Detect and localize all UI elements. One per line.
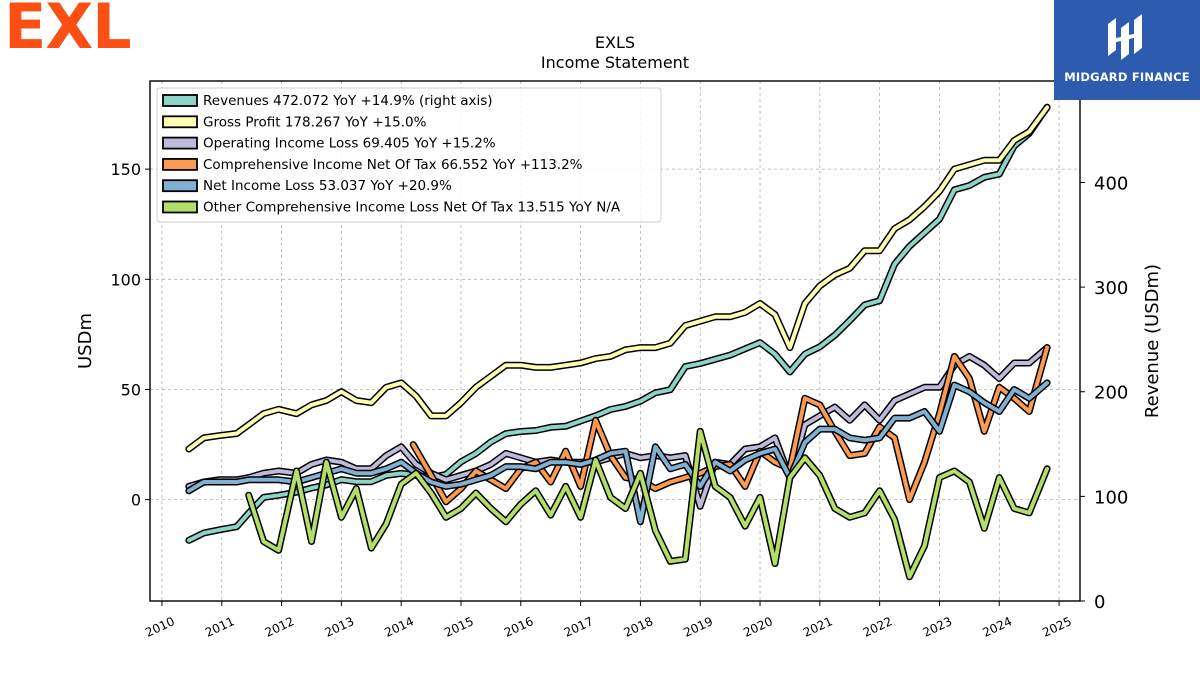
legend-swatch bbox=[162, 94, 198, 107]
midgard-finance-badge: MIDGARD FINANCE bbox=[1054, 0, 1200, 100]
series-line bbox=[246, 429, 1050, 579]
series-line bbox=[186, 380, 1050, 524]
y-tick-label-left: 100 bbox=[110, 270, 141, 289]
x-tick-label: 2016 bbox=[502, 614, 536, 640]
legend-box bbox=[156, 87, 662, 223]
legend-entry: Gross Profit 178.267 YoY +15.0% bbox=[203, 114, 427, 130]
chart-title: EXLS bbox=[595, 33, 635, 52]
x-tick-label: 2022 bbox=[861, 614, 895, 640]
legend-swatch bbox=[162, 179, 198, 193]
x-tick-label: 2012 bbox=[263, 614, 297, 640]
y-axis-label-left: USDm bbox=[75, 313, 96, 369]
x-tick-label: 2024 bbox=[980, 614, 1014, 640]
legend-swatch bbox=[162, 136, 198, 150]
legend-entry: Revenues 472.072 YoY +14.9% (right axis) bbox=[203, 93, 493, 109]
series-lines bbox=[185, 103, 1051, 581]
midgard-logo-icon bbox=[1108, 14, 1142, 60]
x-tick-label: 2019 bbox=[681, 614, 715, 640]
midgard-finance-name: MIDGARD FINANCE bbox=[1064, 70, 1190, 84]
series-line bbox=[411, 345, 1050, 504]
legend-swatch bbox=[162, 200, 198, 214]
x-tick-label: 2023 bbox=[921, 614, 955, 640]
chart-legend: Revenues 472.072 YoY +14.9% (right axis)… bbox=[156, 87, 662, 223]
legend-swatch bbox=[162, 115, 198, 129]
x-tick-label: 2013 bbox=[323, 614, 357, 640]
legend-swatch bbox=[162, 157, 198, 171]
y-tick-label-right: 0 bbox=[1094, 592, 1105, 613]
y-tick-label-left: 0 bbox=[131, 491, 141, 510]
y-tick-label-right: 100 bbox=[1094, 487, 1128, 508]
y-tick-label-left: 150 bbox=[110, 160, 141, 179]
y-tick-label-right: 300 bbox=[1094, 278, 1128, 299]
y-tick-label-right: 400 bbox=[1094, 173, 1128, 194]
x-tick-label: 2010 bbox=[143, 614, 177, 640]
series-line bbox=[186, 105, 1050, 451]
legend-entry: Net Income Loss 53.037 YoY +20.9% bbox=[203, 178, 452, 194]
x-tick-label: 2021 bbox=[801, 614, 835, 640]
x-tick-label: 2011 bbox=[203, 614, 237, 640]
x-tick-label: 2015 bbox=[442, 614, 476, 640]
x-tick-label: 2014 bbox=[382, 614, 416, 640]
exl-logo: EXL bbox=[4, 0, 132, 63]
legend-entry: Operating Income Loss 69.405 YoY +15.2% bbox=[203, 136, 496, 152]
x-tick-label: 2020 bbox=[741, 614, 775, 640]
x-tick-label: 2025 bbox=[1040, 614, 1074, 640]
y-axis-label-right: Revenue (USDm) bbox=[1142, 264, 1163, 418]
y-tick-label-left: 50 bbox=[121, 380, 141, 399]
y-tick-label-right: 200 bbox=[1094, 383, 1128, 404]
legend-entry: Other Comprehensive Income Loss Net Of T… bbox=[203, 200, 621, 216]
x-tick-label: 2017 bbox=[562, 614, 596, 640]
chart-subtitle: Income Statement bbox=[541, 53, 689, 72]
x-tick-label: 2018 bbox=[622, 614, 656, 640]
plot-frame bbox=[149, 80, 1081, 602]
legend-entry: Comprehensive Income Net Of Tax 66.552 Y… bbox=[203, 157, 583, 173]
